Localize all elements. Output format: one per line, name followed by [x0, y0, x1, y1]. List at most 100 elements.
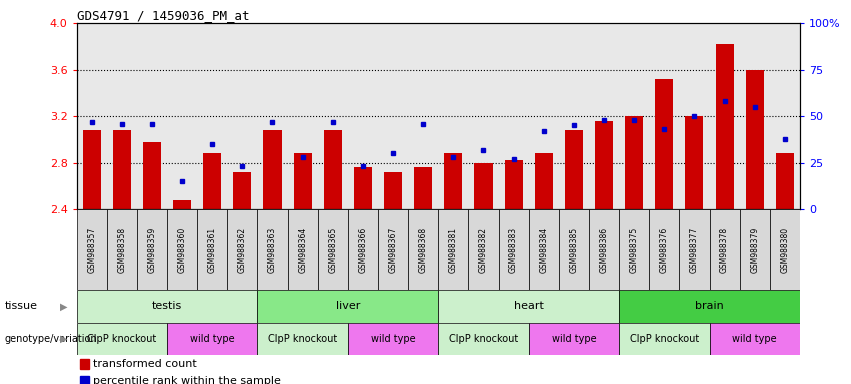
Bar — [233, 172, 251, 209]
Bar — [559, 209, 589, 290]
Bar — [294, 154, 311, 209]
Bar — [197, 23, 227, 209]
Bar — [619, 290, 800, 323]
Text: ▶: ▶ — [60, 301, 67, 311]
Bar — [740, 209, 770, 290]
Bar — [474, 163, 493, 209]
Bar — [438, 209, 468, 290]
Text: GSM988378: GSM988378 — [720, 227, 729, 273]
Text: GSM988363: GSM988363 — [268, 227, 277, 273]
Bar — [710, 209, 740, 290]
Text: GSM988380: GSM988380 — [780, 227, 790, 273]
Text: GDS4791 / 1459036_PM_at: GDS4791 / 1459036_PM_at — [77, 9, 249, 22]
Text: GSM988365: GSM988365 — [328, 227, 337, 273]
Text: GSM988358: GSM988358 — [117, 227, 126, 273]
Bar — [257, 23, 288, 209]
Bar — [408, 23, 438, 209]
Text: wild type: wild type — [371, 334, 415, 344]
Bar — [143, 142, 161, 209]
Text: brain: brain — [695, 301, 724, 311]
Bar — [414, 167, 432, 209]
Text: transformed count: transformed count — [93, 359, 197, 369]
Bar — [323, 130, 342, 209]
Bar — [468, 209, 499, 290]
Bar — [83, 130, 100, 209]
Text: GSM988368: GSM988368 — [419, 227, 428, 273]
Bar — [505, 161, 523, 209]
Bar — [438, 23, 468, 209]
Text: GSM988362: GSM988362 — [238, 227, 247, 273]
Bar — [106, 23, 137, 209]
Text: GSM988364: GSM988364 — [298, 227, 307, 273]
Bar — [776, 154, 794, 209]
Bar — [137, 209, 167, 290]
Bar — [679, 209, 710, 290]
Text: GSM988359: GSM988359 — [147, 227, 157, 273]
Bar — [378, 209, 408, 290]
Bar — [227, 209, 257, 290]
Text: GSM988375: GSM988375 — [630, 227, 638, 273]
Text: GSM988376: GSM988376 — [660, 227, 669, 273]
Text: GSM988383: GSM988383 — [509, 227, 518, 273]
Bar — [528, 209, 559, 290]
Text: testis: testis — [151, 301, 182, 311]
Text: GSM988381: GSM988381 — [448, 227, 458, 273]
Bar — [203, 154, 221, 209]
Text: GSM988360: GSM988360 — [178, 227, 186, 273]
Text: GSM988357: GSM988357 — [87, 227, 96, 273]
Text: liver: liver — [335, 301, 360, 311]
Bar — [499, 23, 528, 209]
Bar — [528, 323, 619, 355]
Text: wild type: wild type — [733, 334, 777, 344]
Bar — [770, 23, 800, 209]
Text: wild type: wild type — [551, 334, 597, 344]
Text: GSM988377: GSM988377 — [690, 227, 699, 273]
Text: ClpP knockout: ClpP knockout — [448, 334, 518, 344]
Bar — [317, 209, 348, 290]
Bar — [625, 116, 643, 209]
Bar — [438, 290, 619, 323]
Bar — [227, 23, 257, 209]
Bar — [167, 323, 257, 355]
Bar — [716, 44, 734, 209]
Bar — [679, 23, 710, 209]
Bar — [559, 23, 589, 209]
Text: tissue: tissue — [4, 301, 37, 311]
Bar — [137, 23, 167, 209]
Bar — [77, 209, 106, 290]
Bar — [534, 154, 553, 209]
Bar — [710, 323, 800, 355]
Bar — [77, 323, 167, 355]
Text: GSM988384: GSM988384 — [540, 227, 548, 273]
Bar — [745, 70, 763, 209]
Bar — [384, 172, 402, 209]
Text: GSM988379: GSM988379 — [751, 227, 759, 273]
Bar — [685, 116, 704, 209]
Bar — [619, 23, 649, 209]
Bar — [770, 209, 800, 290]
Bar — [740, 23, 770, 209]
Bar — [649, 209, 679, 290]
Bar — [468, 23, 499, 209]
Bar — [408, 209, 438, 290]
Text: GSM988361: GSM988361 — [208, 227, 217, 273]
Bar — [197, 209, 227, 290]
Bar — [348, 323, 438, 355]
Bar — [589, 209, 619, 290]
Bar — [348, 209, 378, 290]
Bar — [565, 130, 583, 209]
Bar — [257, 290, 438, 323]
Text: wild type: wild type — [190, 334, 235, 344]
Bar — [595, 121, 613, 209]
Text: ClpP knockout: ClpP knockout — [630, 334, 699, 344]
Bar — [106, 209, 137, 290]
Bar — [438, 323, 528, 355]
Bar — [173, 200, 191, 209]
Bar — [257, 209, 288, 290]
Bar — [80, 376, 89, 384]
Bar — [77, 290, 257, 323]
Bar — [649, 23, 679, 209]
Text: heart: heart — [514, 301, 544, 311]
Text: GSM988382: GSM988382 — [479, 227, 488, 273]
Bar — [112, 130, 131, 209]
